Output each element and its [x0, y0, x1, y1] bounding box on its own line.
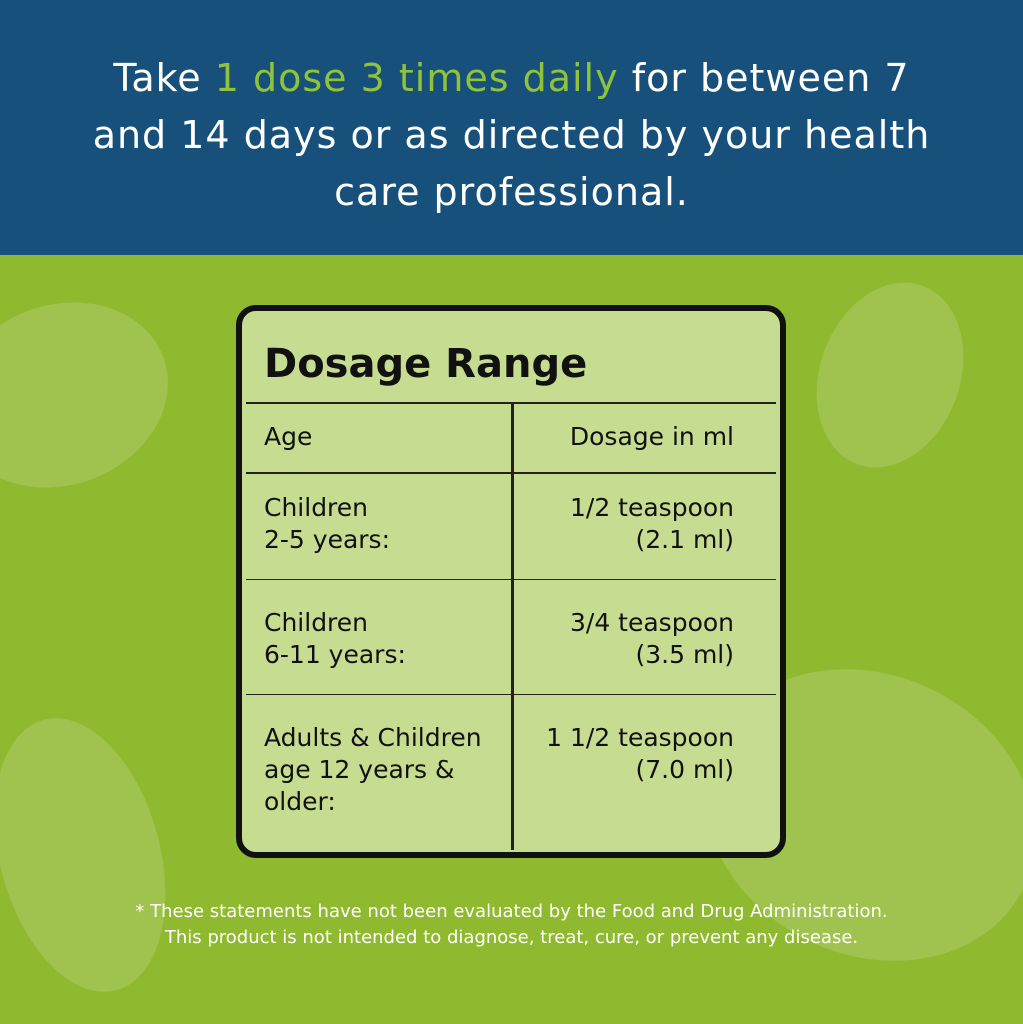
column-divider	[511, 402, 514, 850]
headline: Take 1 dose 3 times daily for between 7 …	[90, 50, 933, 221]
table-cell: Children 6-11 years:	[264, 607, 406, 671]
column-header: Age	[264, 422, 313, 451]
leaf-decoration	[0, 282, 1023, 992]
cell-line: (2.1 ml)	[635, 525, 734, 554]
disclaimer-line: This product is not intended to diagnose…	[164, 927, 859, 948]
headline-text: for between 7 and 14 days or as directed…	[92, 56, 931, 214]
cell-line: older:	[264, 787, 336, 816]
cell-line: 1 1/2 teaspoon	[546, 723, 734, 752]
table-cell: Adults & Children age 12 years & older:	[264, 722, 482, 818]
cell-line: 2-5 years:	[264, 525, 391, 554]
cell-line: Adults & Children	[264, 723, 482, 752]
table-cell: 3/4 teaspoon (3.5 ml)	[570, 607, 734, 671]
table-cell: 1 1/2 teaspoon (7.0 ml)	[546, 722, 734, 786]
cell-line: (3.5 ml)	[635, 640, 734, 669]
cell-line: Children	[264, 608, 369, 637]
disclaimer-line: * These statements have not been evaluat…	[135, 901, 888, 922]
cell-line: 1/2 teaspoon	[569, 493, 734, 522]
cell-line: 6-11 years:	[264, 640, 406, 669]
cell-line: Children	[264, 493, 369, 522]
table-title: Dosage Range	[264, 341, 588, 387]
table-cell: 1/2 teaspoon (2.1 ml)	[570, 492, 734, 556]
header-banner: Take 1 dose 3 times daily for between 7 …	[0, 0, 1023, 255]
cell-line: 3/4 teaspoon	[569, 608, 734, 637]
headline-text: Take	[113, 56, 215, 100]
cell-line: (7.0 ml)	[635, 755, 734, 784]
dosage-table: Dosage Range Age Dosage in ml Children 2-…	[236, 305, 786, 858]
table-cell: Children 2-5 years:	[264, 492, 390, 556]
cell-line: age 12 years &	[264, 755, 455, 784]
headline-highlight: 1 dose 3 times daily	[214, 56, 619, 100]
column-header: Dosage in ml	[569, 422, 734, 451]
disclaimer: * These statements have not been evaluat…	[0, 899, 1023, 951]
